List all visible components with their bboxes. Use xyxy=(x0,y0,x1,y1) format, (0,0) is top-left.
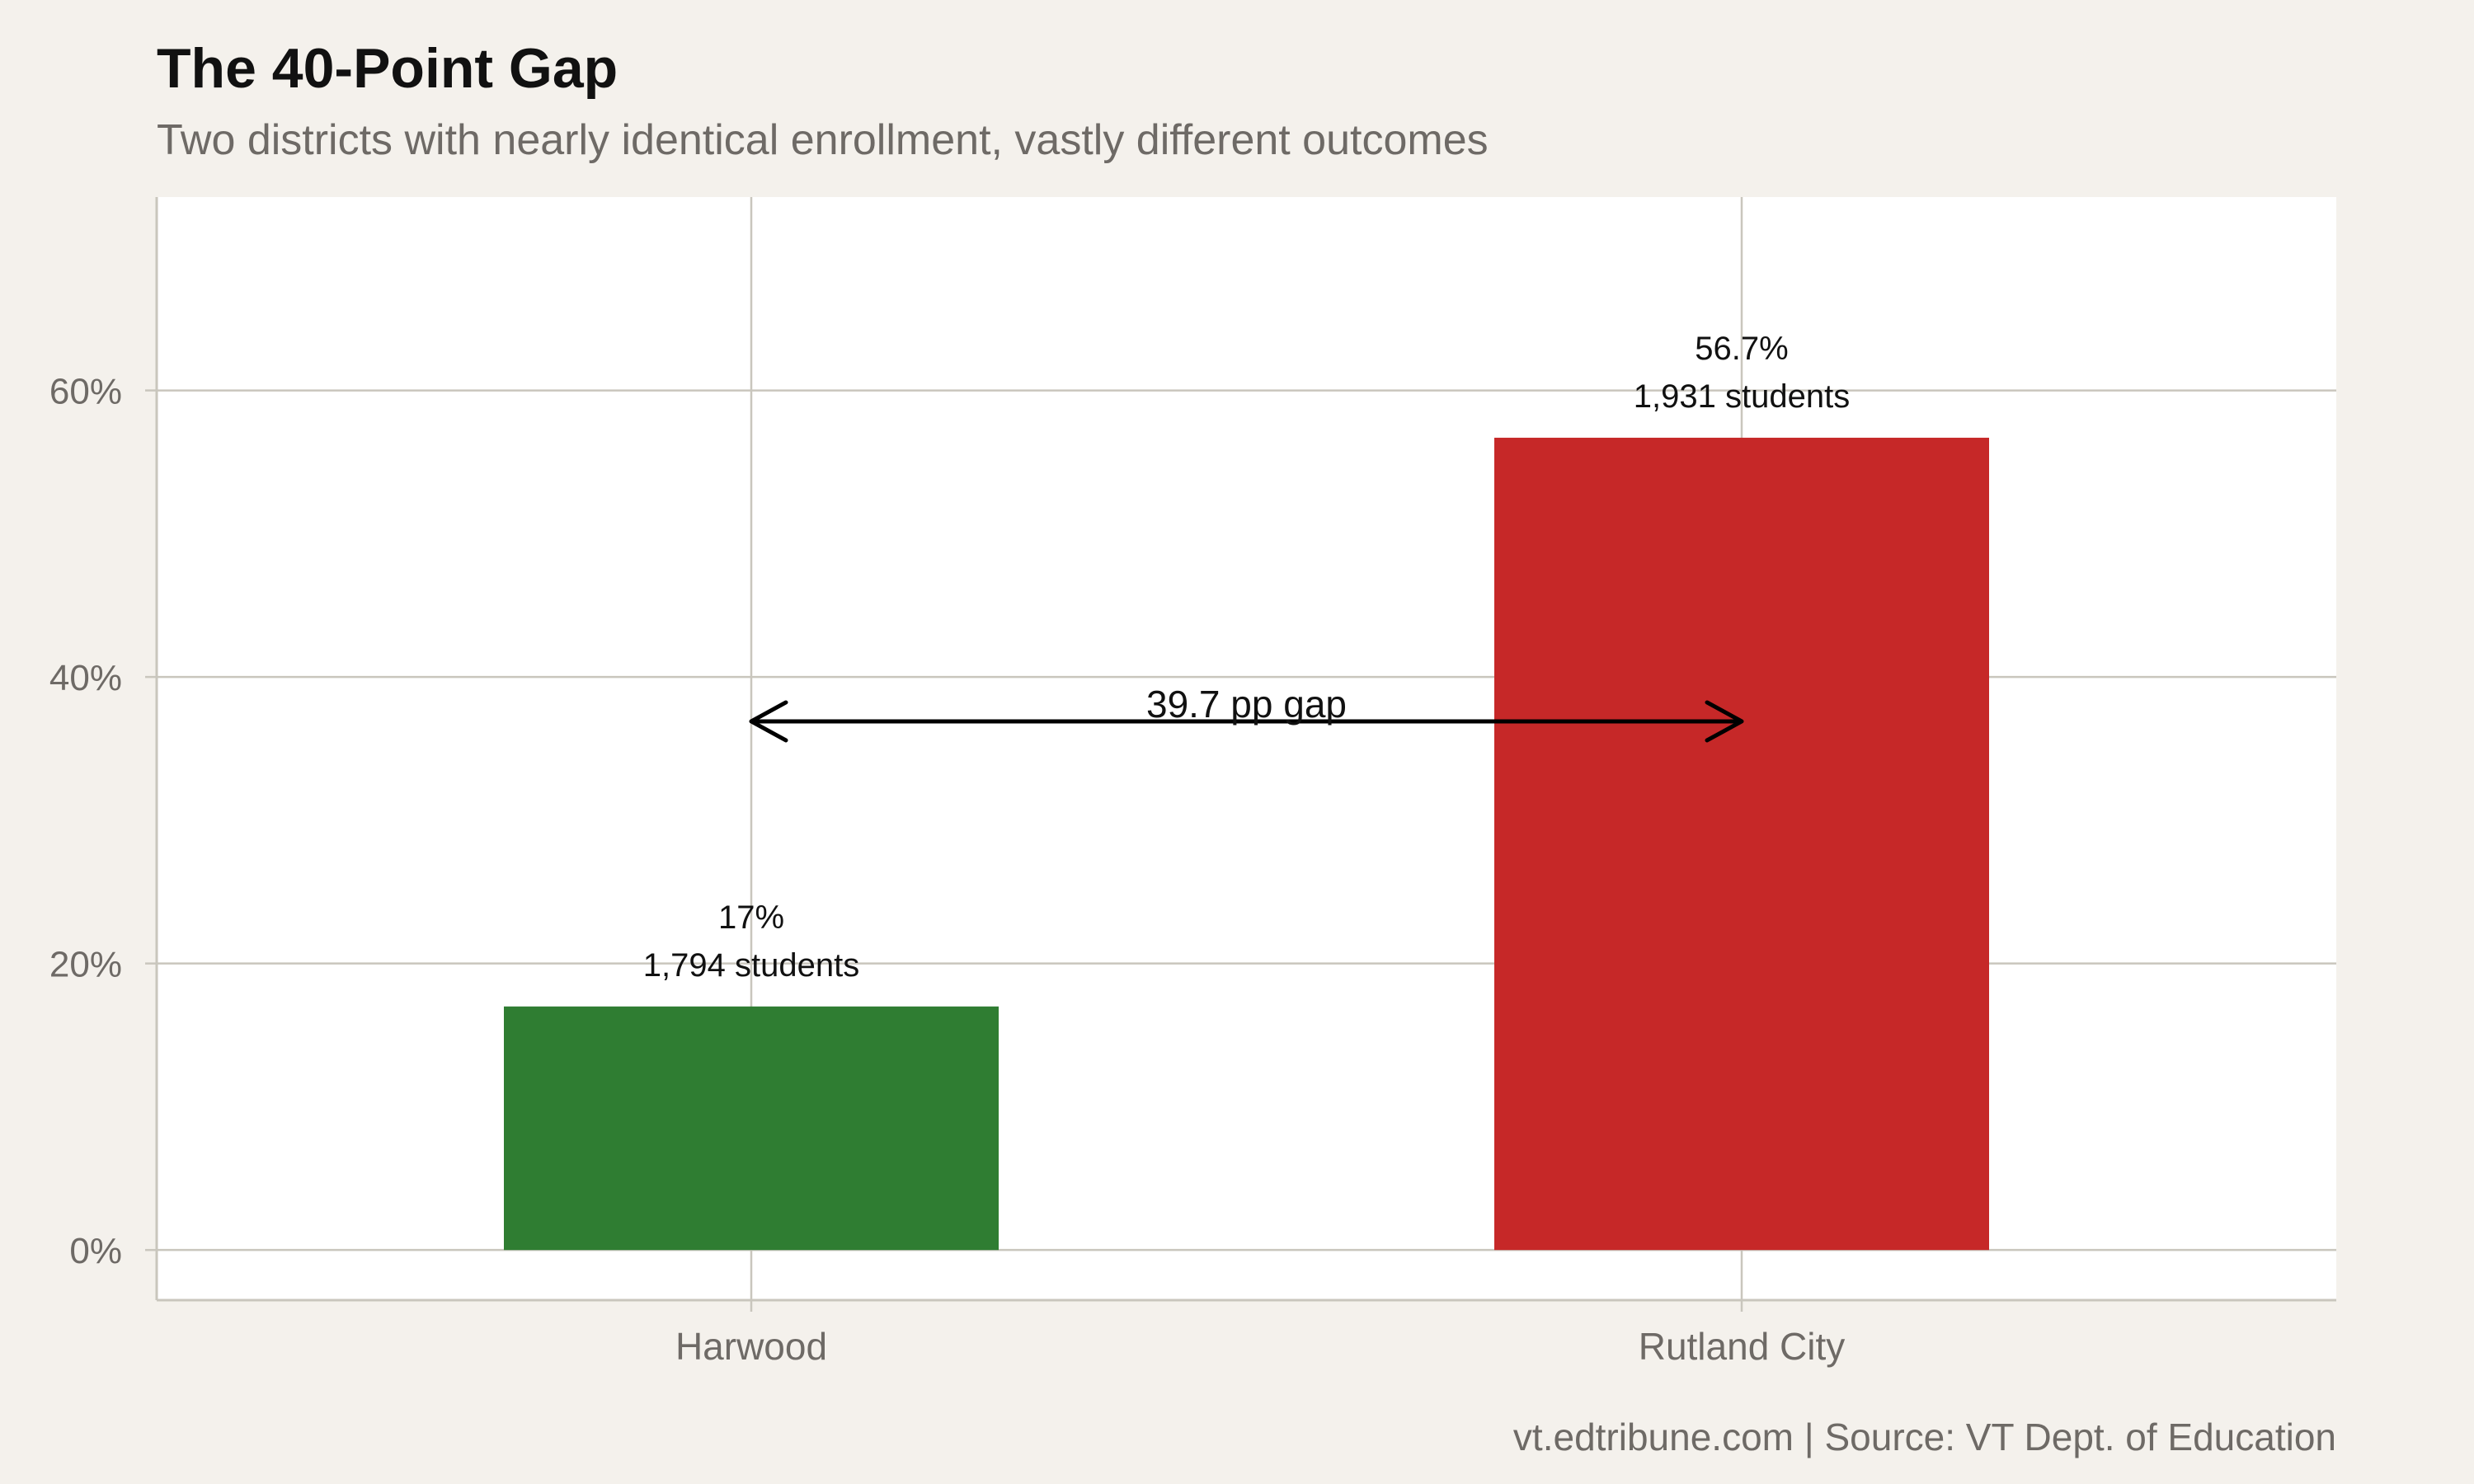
gap-annotation-label: 39.7 pp gap xyxy=(1146,683,1347,726)
label-layer: 17% 1,794 students 56.7% 1,931 students xyxy=(643,331,1850,984)
chart-title: The 40-Point Gap xyxy=(157,37,618,100)
bar-harwood xyxy=(504,1006,999,1251)
y-tick-label: 60% xyxy=(49,372,122,412)
value-label: 56.7% xyxy=(1695,331,1788,367)
y-tick-label: 0% xyxy=(69,1231,122,1271)
value-label: 17% xyxy=(718,899,784,936)
y-tick-label: 40% xyxy=(49,658,122,698)
bar-rutland-city xyxy=(1494,437,1989,1251)
chart-caption: vt.edtribune.com | Source: VT Dept. of E… xyxy=(1513,1416,2336,1458)
x-tick-label: Rutland City xyxy=(1639,1325,1846,1368)
gap-arrowhead-right xyxy=(1705,700,1744,743)
students-label: 1,794 students xyxy=(643,947,859,984)
x-tick-label: Harwood xyxy=(675,1325,827,1368)
annotation-layer: 39.7 pp gap xyxy=(749,683,1744,743)
plot-panel xyxy=(157,197,2336,1300)
chart-subtitle: Two districts with nearly identical enro… xyxy=(157,116,1489,164)
axis-layer: Harwood Rutland City 0% 20% 40% 60% xyxy=(49,197,2336,1368)
students-label: 1,931 students xyxy=(1634,378,1850,415)
y-tick-label: 20% xyxy=(49,945,122,985)
gap-arrowhead-left xyxy=(749,700,788,743)
bar-layer xyxy=(504,437,1989,1251)
